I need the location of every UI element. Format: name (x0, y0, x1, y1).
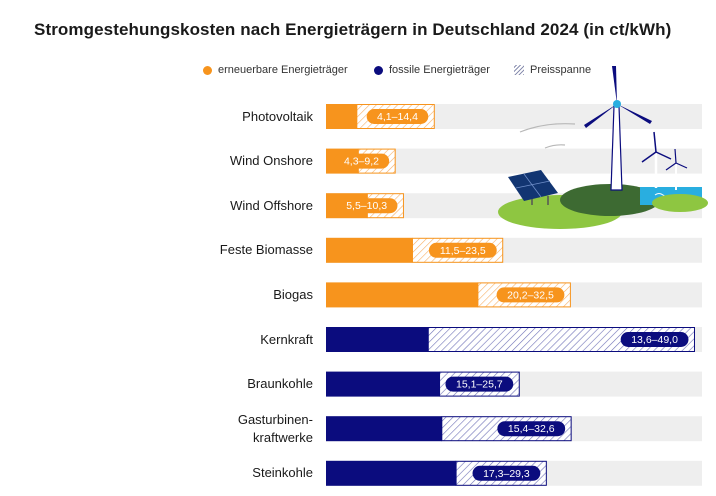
hill-dark (560, 184, 660, 216)
legend-label-range: Preisspanne (530, 64, 592, 76)
wind-streak-2 (544, 144, 566, 149)
value-label-7: 15,4–32,6 (508, 423, 555, 435)
bar-min-5 (326, 327, 429, 352)
legend-dot-fossil (374, 65, 383, 75)
value-label-5: 13,6–49,0 (631, 334, 678, 346)
value-label-2: 5,5–10,3 (346, 200, 387, 212)
hill-right (652, 194, 708, 212)
value-pill-1 (333, 153, 390, 169)
category-label-8: Steinkohle (252, 465, 313, 481)
legend-item-range: Preisspanne (514, 64, 591, 76)
value-pill-5 (620, 332, 689, 347)
legend-item-fossil: fossile Energieträger (374, 64, 490, 76)
energy-illustration (498, 66, 708, 229)
value-label-3: 11,5–23,5 (440, 245, 486, 257)
value-pill-8 (472, 465, 541, 481)
chart-title: Stromgestehungskosten nach Energieträger… (34, 20, 672, 39)
category-label-5: Kernkraft (260, 331, 313, 347)
legend-label-fossil: fossile Energieträger (389, 64, 490, 76)
value-label-0: 4,1–14,4 (377, 111, 418, 123)
category-label-3: Feste Biomasse (219, 242, 313, 258)
value-pill-7 (497, 421, 566, 437)
legend-label-renewable: erneuerbare Energieträger (218, 64, 348, 76)
category-label-6: Braunkohle (247, 376, 313, 392)
bar-min-8 (326, 460, 457, 486)
category-label-2: Wind Offshore (230, 197, 313, 213)
value-label-4: 20,2–32,5 (507, 289, 554, 301)
bar-min-4 (326, 282, 478, 308)
category-label-0: Photovoltaik (242, 108, 313, 124)
value-label-6: 15,1–25,7 (456, 379, 503, 391)
value-pill-6 (445, 376, 514, 392)
value-label-8: 17,3–29,3 (483, 468, 530, 480)
value-pill-4 (496, 287, 565, 303)
legend-hatch-range (514, 65, 524, 75)
wind-streak (519, 123, 576, 133)
value-pill-3 (428, 242, 497, 258)
small-wind-turbine-icon (641, 131, 688, 190)
solar-panel-icon (508, 170, 558, 201)
legend-dot-renewable (203, 65, 212, 75)
bar-min-6 (326, 371, 440, 397)
category-label-4: Biogas (273, 286, 313, 302)
wind-turbine-icon (584, 66, 652, 128)
bar-min-0 (326, 104, 357, 129)
value-label-1: 4,3–9,2 (344, 156, 379, 168)
bar-min-3 (326, 237, 413, 263)
legend-item-renewable: erneuerbare Energieträger (203, 64, 348, 76)
value-pill-0 (366, 109, 429, 124)
bar-min-7 (326, 416, 442, 442)
value-pill-2 (335, 198, 398, 214)
category-label-7: Gasturbinen-kraftwerke (237, 411, 313, 445)
category-label-1: Wind Onshore (229, 153, 313, 169)
